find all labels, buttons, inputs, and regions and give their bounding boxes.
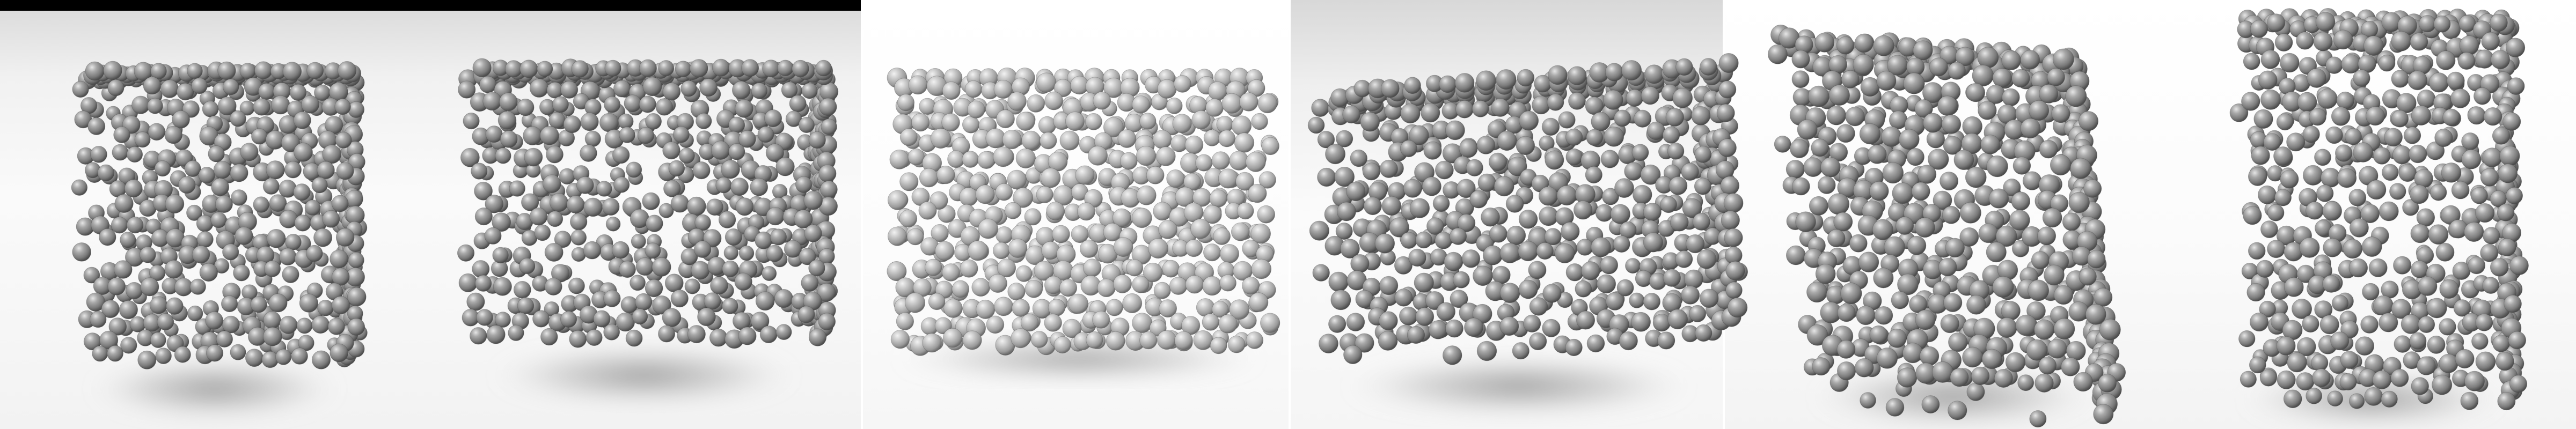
sphere-block-6 xyxy=(2229,8,2529,411)
object-shadow xyxy=(91,359,338,418)
sphere-block-5 xyxy=(1767,24,2126,428)
panel-divider xyxy=(1289,0,1291,429)
sphere-block-4 xyxy=(1307,53,1748,365)
panel-divider xyxy=(861,0,863,429)
panel-1-top-bar xyxy=(0,0,862,11)
object-shadow xyxy=(1347,357,1690,416)
sphere-block-1 xyxy=(71,61,368,369)
sphere-block-3 xyxy=(887,68,1280,356)
sphere-block-2 xyxy=(457,58,839,349)
object-shadow xyxy=(494,346,794,405)
